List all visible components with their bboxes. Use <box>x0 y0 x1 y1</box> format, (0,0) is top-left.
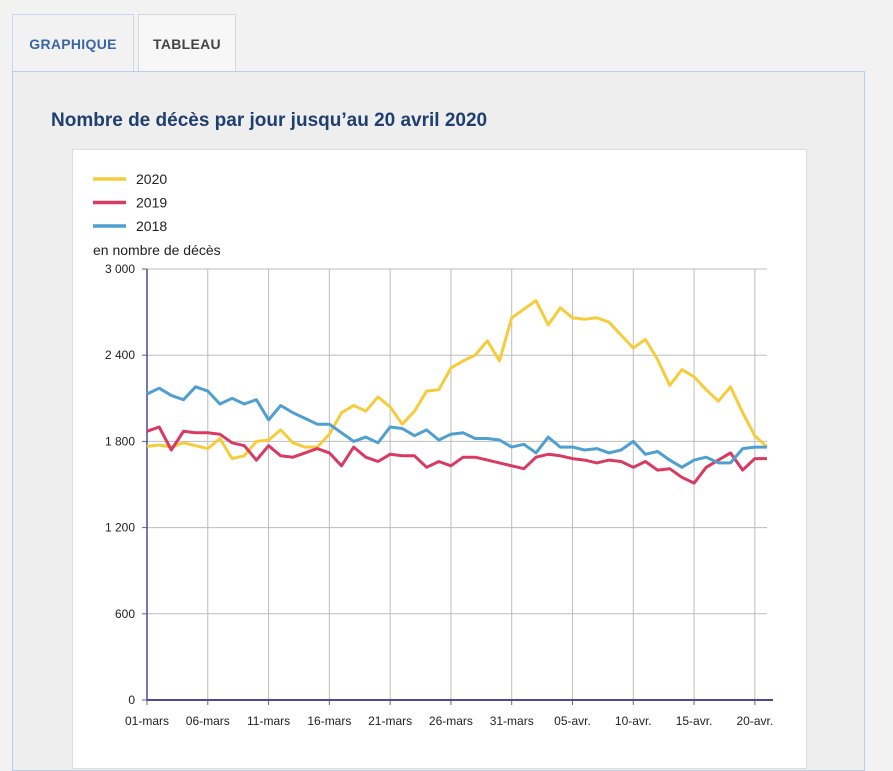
x-tick-label: 31-mars <box>490 714 534 728</box>
tab-tableau[interactable]: TABLEAU <box>138 14 236 72</box>
series-line-2020 <box>146 299 769 461</box>
series-line-2019 <box>146 425 767 485</box>
y-tick-label: 600 <box>115 607 135 621</box>
x-tick-label: 05-avr. <box>554 714 591 728</box>
legend-label-2019: 2019 <box>136 195 167 211</box>
y-tick-label: 1 800 <box>105 434 135 448</box>
y-tick-label: 0 <box>128 693 135 707</box>
legend-label-2020: 2020 <box>136 171 167 187</box>
x-tick-label: 20-avr. <box>736 714 773 728</box>
x-tick-label: 21-mars <box>368 714 412 728</box>
series-line-2018 <box>146 385 767 469</box>
line-chart: 0 600 1 200 1 800 2 400 3 000 01-mars 06-mars 11… <box>93 171 773 728</box>
x-tick-label: 26-mars <box>429 714 473 728</box>
x-tick-label: 01-mars <box>125 714 169 728</box>
y-axis-label: en nombre de décès <box>93 242 221 258</box>
x-tick-label: 15-avr. <box>676 714 713 728</box>
y-tick-label: 1 200 <box>105 521 135 535</box>
tab-graphique[interactable]: GRAPHIQUE <box>12 14 134 72</box>
chart-container: 0 600 1 200 1 800 2 400 3 000 01-mars 06-mars 11… <box>72 149 807 769</box>
chart-panel: Nombre de décès par jour jusqu’au 20 avr… <box>12 71 865 771</box>
x-tick-label: 11-mars <box>247 714 290 728</box>
legend-label-2018: 2018 <box>136 218 167 234</box>
chart-title: Nombre de décès par jour jusqu’au 20 avr… <box>51 110 488 131</box>
y-tick-label: 3 000 <box>105 262 135 276</box>
x-tick-label: 16-mars <box>307 714 351 728</box>
y-tick-label: 2 400 <box>105 348 135 362</box>
x-tick-label: 10-avr. <box>615 714 652 728</box>
x-tick-label: 06-mars <box>186 714 230 728</box>
